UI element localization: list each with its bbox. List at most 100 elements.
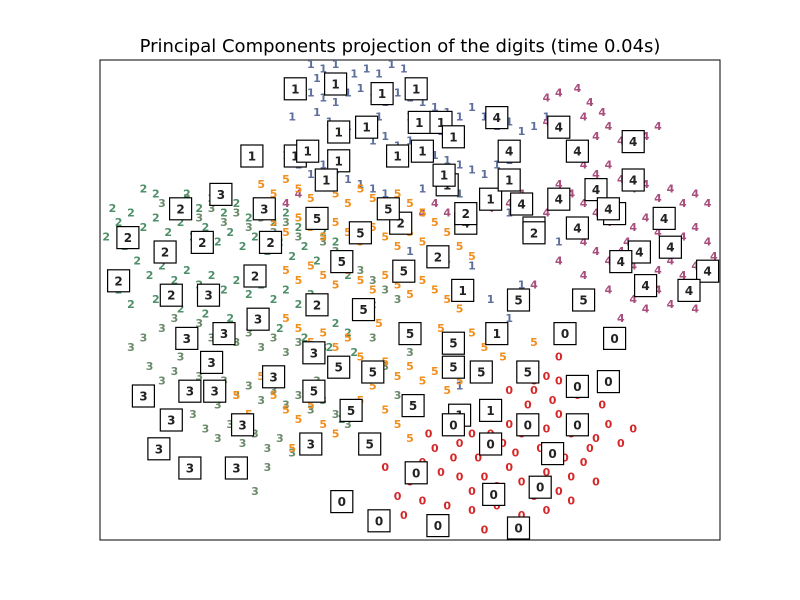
thumbnail-box: [485, 105, 509, 130]
digit-point-0: 0: [567, 471, 575, 484]
digit-thumbnail-3: 3: [147, 437, 171, 461]
thumbnail-digit: 3: [232, 462, 240, 476]
thumbnail-digit: 5: [359, 303, 367, 317]
thumbnail-box: [296, 139, 320, 163]
digit-thumbnail-5: 5: [302, 379, 326, 403]
digit-thumbnail-2: 2: [169, 197, 193, 221]
digit-point-2: 2: [295, 221, 303, 234]
digit-point-3: 3: [214, 399, 222, 412]
thumbnail-box: [302, 341, 326, 365]
digit-point-0: 0: [437, 466, 445, 479]
digit-point-4: 4: [543, 115, 551, 128]
digit-point-1: 1: [344, 87, 352, 100]
chart-title: Principal Components projection of the d…: [139, 36, 661, 57]
thumbnail-box: [116, 226, 140, 250]
digit-thumbnail-1: 1: [370, 81, 394, 106]
thumbnail-digit: 1: [291, 82, 299, 96]
thumbnail-digit: 3: [307, 438, 315, 452]
digit-point-3: 3: [282, 216, 290, 229]
thumbnail-digit: 0: [561, 327, 569, 341]
digit-point-3: 3: [171, 312, 179, 325]
thumbnail-digit: 0: [434, 519, 442, 533]
digit-point-1: 1: [456, 187, 464, 200]
digit-point-2: 2: [270, 293, 278, 306]
digit-point-4: 4: [679, 269, 687, 282]
digit-point-2: 2: [127, 207, 135, 220]
digit-point-5: 5: [332, 187, 340, 200]
digit-point-2: 2: [102, 231, 110, 244]
thumbnail-digit: 3: [254, 313, 262, 327]
digit-point-1: 1: [431, 101, 439, 114]
digit-point-4: 4: [580, 269, 588, 282]
digit-point-1: 1: [505, 312, 513, 325]
thumbnail-box: [441, 125, 465, 149]
digit-point-4: 4: [505, 197, 513, 210]
digit-thumbnail-5: 5: [348, 221, 372, 245]
digit-point-1: 1: [456, 379, 464, 392]
digit-point-5: 5: [394, 418, 402, 431]
thumbnail-box: [652, 206, 676, 230]
digit-point-1: 1: [357, 178, 365, 191]
digit-thumbnail-1: 1: [240, 144, 264, 168]
digit-thumbnail-3: 3: [131, 384, 155, 408]
digit-point-5: 5: [344, 226, 352, 239]
digit-thumbnail-0: 0: [596, 370, 621, 394]
digit-point-0: 0: [629, 423, 637, 436]
digit-point-5: 5: [437, 322, 445, 335]
thumbnail-box: [410, 139, 434, 163]
digit-point-1: 1: [468, 101, 476, 114]
digit-point-4: 4: [654, 264, 662, 277]
digit-point-4: 4: [592, 168, 600, 181]
digit-point-3: 3: [264, 442, 272, 455]
digit-thumbnail-5: 5: [441, 331, 465, 355]
digit-point-2: 2: [350, 346, 358, 359]
digit-point-5: 5: [357, 351, 365, 364]
digit-point-5: 5: [319, 231, 327, 244]
digit-point-1: 1: [388, 58, 396, 71]
thumbnail-box: [565, 216, 590, 240]
thumbnail-box: [203, 379, 227, 403]
digit-point-5: 5: [481, 341, 489, 354]
digit-point-3: 3: [245, 221, 253, 234]
digit-thumbnail-1: 1: [327, 149, 351, 173]
digit-point-5: 5: [431, 216, 439, 229]
digit-point-3: 3: [307, 403, 315, 416]
thumbnail-box: [506, 288, 531, 312]
digit-point-4: 4: [642, 303, 650, 316]
thumbnail-box: [441, 355, 465, 379]
digit-point-2: 2: [158, 259, 166, 272]
digit-point-5: 5: [381, 355, 389, 368]
digit-point-2: 2: [127, 298, 135, 311]
thumbnail-digit: 5: [347, 404, 355, 418]
digit-point-0: 0: [605, 418, 613, 431]
digit-point-4: 4: [667, 183, 675, 196]
digit-point-0: 0: [518, 509, 526, 522]
thumbnail-digit: 1: [437, 116, 445, 130]
digit-point-2: 2: [332, 235, 340, 248]
thumbnail-box: [327, 149, 351, 173]
thumbnail-digit: 5: [310, 385, 318, 399]
digit-thumbnail-0: 0: [426, 513, 450, 538]
digit-point-2: 2: [177, 216, 185, 229]
digit-point-3: 3: [195, 370, 203, 383]
thumbnail-digit: 4: [505, 145, 513, 159]
digit-point-4: 4: [629, 221, 637, 234]
digit-point-3: 3: [226, 418, 234, 431]
thumbnail-digit: 0: [573, 418, 581, 432]
thumbnail-digit: 0: [536, 481, 544, 495]
digit-thumbnail-1: 1: [404, 77, 428, 101]
digit-point-3: 3: [257, 341, 265, 354]
thumbnail-box: [596, 370, 621, 394]
thumbnails-layer: 1111111111111111111111114444444444444444…: [106, 72, 720, 540]
digit-point-2: 2: [270, 216, 278, 229]
thumbnail-digit: 3: [139, 390, 147, 404]
digit-thumbnail-2: 2: [190, 230, 214, 254]
digit-point-4: 4: [629, 293, 637, 306]
digit-point-1: 1: [400, 63, 408, 76]
thumbnail-digit: 2: [167, 289, 175, 303]
digit-point-0: 0: [598, 399, 606, 412]
thumbnail-box: [609, 250, 633, 274]
digit-point-3: 3: [295, 231, 303, 244]
digit-point-3: 3: [195, 211, 203, 224]
digit-point-5: 5: [282, 173, 290, 186]
